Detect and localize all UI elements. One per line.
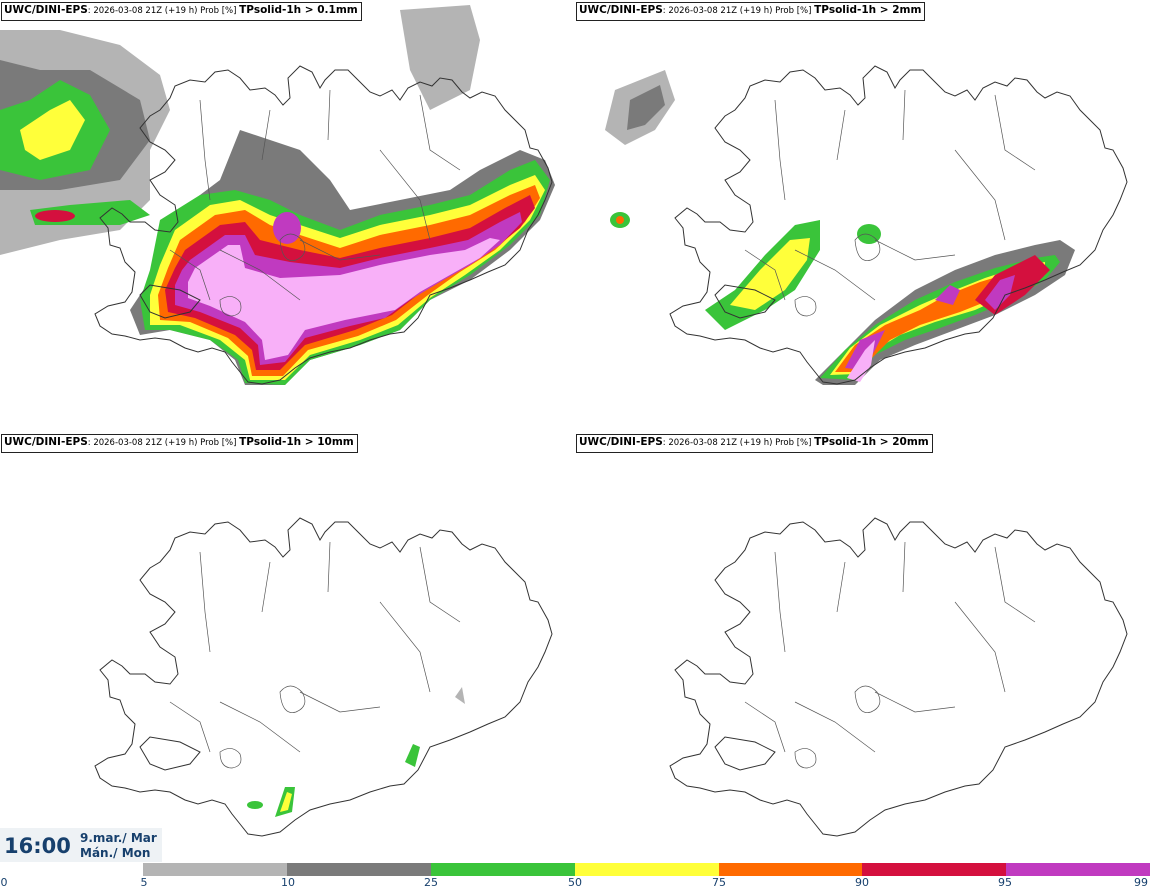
prob-area bbox=[20, 100, 85, 160]
prob-area bbox=[35, 210, 75, 222]
prob-area bbox=[616, 216, 624, 224]
map-20mm bbox=[669, 517, 1128, 837]
colorbar-label: 10 bbox=[281, 876, 295, 889]
colorbar-segment-4 bbox=[575, 863, 719, 876]
prob-area bbox=[935, 285, 960, 305]
prob-area bbox=[247, 801, 263, 809]
model-name: UWC/DINI-EPS bbox=[4, 4, 88, 16]
field-name: TPsolid-1h > 10mm bbox=[239, 436, 354, 448]
colorbar-label: 5 bbox=[140, 876, 148, 889]
prob-area bbox=[273, 212, 301, 244]
valid-time-box: 16:00 9.mar./ Mar Mán./ Mon bbox=[0, 828, 162, 862]
valid-date: 9.mar./ Mar bbox=[80, 831, 157, 845]
prob-area bbox=[730, 238, 810, 310]
colorbar-segment-2 bbox=[287, 863, 431, 876]
colorbar-label: 50 bbox=[568, 876, 582, 889]
colorbar-segment-5 bbox=[719, 863, 862, 876]
run-info: : 2026-03-08 21Z (+19 h) Prob [%] bbox=[87, 6, 240, 16]
colorbar-label: 90 bbox=[855, 876, 869, 889]
colorbar-label: 25 bbox=[424, 876, 438, 889]
prob-area bbox=[985, 275, 1015, 310]
map-10mm bbox=[94, 517, 553, 837]
prob-area bbox=[188, 238, 500, 360]
prob-area bbox=[405, 744, 420, 767]
prob-area bbox=[280, 792, 292, 812]
colorbar-label: 99 bbox=[1134, 876, 1148, 889]
map-panel-0.1mm: UWC/DINI-EPS: 2026-03-08 21Z (+19 h) Pro… bbox=[0, 0, 575, 432]
map-0.1mm bbox=[0, 5, 555, 385]
coastline bbox=[669, 517, 1128, 837]
map-2mm bbox=[605, 65, 1128, 385]
panel-title: UWC/DINI-EPS: 2026-03-08 21Z (+19 h) Pro… bbox=[576, 2, 926, 21]
run-info: : 2026-03-08 21Z (+19 h) Prob [%] bbox=[662, 6, 815, 16]
run-info: : 2026-03-08 21Z (+19 h) Prob [%] bbox=[662, 438, 815, 448]
model-name: UWC/DINI-EPS bbox=[579, 436, 663, 448]
colorbar-segment-0 bbox=[0, 863, 143, 876]
prob-area bbox=[847, 340, 875, 382]
panel-title: UWC/DINI-EPS: 2026-03-08 21Z (+19 h) Pro… bbox=[1, 434, 358, 453]
colorbar: 0 5 10 25 50 75 90 95 99 bbox=[0, 862, 1150, 891]
colorbar-label: 0 bbox=[0, 876, 8, 889]
map-panel-10mm: UWC/DINI-EPS: 2026-03-08 21Z (+19 h) Pro… bbox=[0, 432, 575, 864]
coastline bbox=[94, 517, 553, 837]
panel-title: UWC/DINI-EPS: 2026-03-08 21Z (+19 h) Pro… bbox=[1, 2, 362, 21]
map-panel-20mm: UWC/DINI-EPS: 2026-03-08 21Z (+19 h) Pro… bbox=[575, 432, 1150, 864]
run-info: : 2026-03-08 21Z (+19 h) Prob [%] bbox=[87, 438, 240, 448]
valid-time: 16:00 bbox=[4, 834, 71, 858]
valid-weekday: Mán./ Mon bbox=[80, 846, 151, 860]
colorbar-segment-7 bbox=[1006, 863, 1150, 876]
prob-area bbox=[627, 85, 665, 130]
colorbar-label: 95 bbox=[998, 876, 1012, 889]
colorbar-segment-1 bbox=[143, 863, 287, 876]
model-name: UWC/DINI-EPS bbox=[579, 4, 663, 16]
field-name: TPsolid-1h > 20mm bbox=[814, 436, 929, 448]
prob-area bbox=[400, 5, 480, 110]
prob-area bbox=[857, 224, 881, 244]
prob-area bbox=[455, 687, 465, 704]
colorbar-label: 75 bbox=[712, 876, 726, 889]
field-name: TPsolid-1h > 0.1mm bbox=[239, 4, 358, 16]
model-name: UWC/DINI-EPS bbox=[4, 436, 88, 448]
field-name: TPsolid-1h > 2mm bbox=[814, 4, 922, 16]
colorbar-segment-3 bbox=[431, 863, 575, 876]
colorbar-segment-6 bbox=[862, 863, 1006, 876]
map-panel-2mm: UWC/DINI-EPS: 2026-03-08 21Z (+19 h) Pro… bbox=[575, 0, 1150, 432]
panel-title: UWC/DINI-EPS: 2026-03-08 21Z (+19 h) Pro… bbox=[576, 434, 933, 453]
